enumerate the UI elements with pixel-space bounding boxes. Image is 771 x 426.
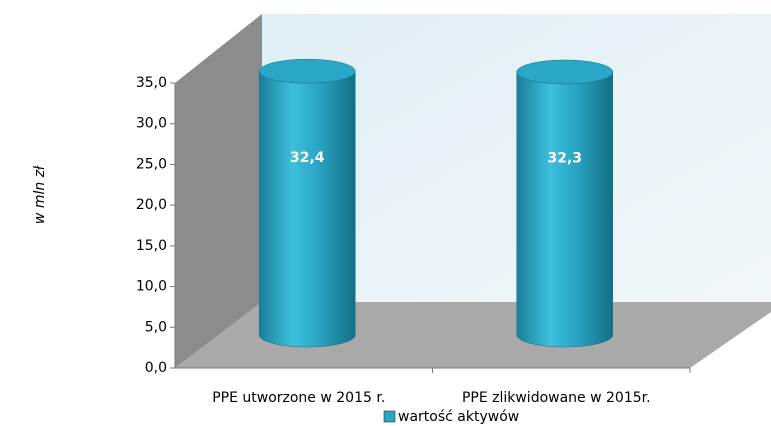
side-wall	[175, 14, 262, 368]
x-tick-label: PPE utworzone w 2015 r.	[212, 390, 385, 406]
cylinder-body	[259, 70, 356, 348]
y-tick-label: 15,0	[136, 238, 167, 254]
cylinder-body	[516, 71, 613, 348]
legend-swatch	[383, 410, 396, 423]
y-tick-label: 20,0	[136, 197, 167, 213]
y-tick-label: 10,0	[136, 279, 167, 295]
y-tick-label: 25,0	[136, 156, 167, 172]
y-axis-label: w mln zł	[32, 165, 48, 224]
y-tick-label: 0,0	[145, 360, 167, 376]
y-tick-label: 35,0	[136, 75, 167, 91]
cylinder-top	[516, 59, 613, 85]
y-tick-label: 30,0	[136, 116, 167, 132]
value-label: 32,3	[547, 150, 582, 166]
y-tick-label: 5,0	[145, 319, 167, 335]
x-tick-label: PPE zlikwidowane w 2015r.	[462, 390, 651, 406]
cylinder-top	[259, 58, 356, 84]
legend-label: wartość aktywów	[398, 409, 519, 425]
value-label: 32,4	[290, 150, 325, 166]
